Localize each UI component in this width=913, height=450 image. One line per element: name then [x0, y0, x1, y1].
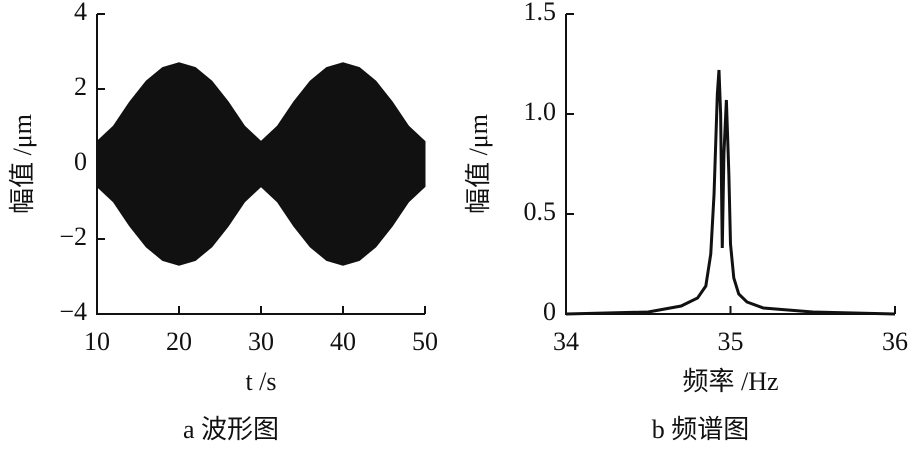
x-axis-label: 频率 /Hz	[682, 367, 778, 396]
x-tick-label: 20	[166, 327, 192, 356]
y-tick-label: 0	[74, 147, 87, 176]
x-tick-label: 35	[718, 327, 744, 356]
caption: b 频谱图	[652, 415, 750, 444]
y-tick-label: −2	[59, 222, 87, 251]
y-tick-label: 1.5	[524, 0, 557, 26]
y-axis-label: 幅值 /μm	[8, 114, 37, 214]
y-axis-label: 幅值 /μm	[464, 114, 493, 214]
x-tick-label: 36	[882, 327, 908, 356]
x-axis-label: t /s	[245, 367, 276, 396]
x-tick-label: 34	[553, 327, 579, 356]
area	[96, 62, 426, 165]
y-tick-label: 1.0	[524, 97, 557, 126]
y-tick-label: 4	[74, 0, 87, 26]
y-tick-label: −4	[59, 297, 87, 326]
y-tick-label: 0.5	[524, 197, 557, 226]
x-tick-label: 50	[412, 327, 438, 356]
caption: a 波形图	[183, 415, 279, 444]
y-tick-label: 2	[74, 72, 87, 101]
y-tick-label: 0	[543, 297, 556, 326]
x-tick-label: 30	[248, 327, 274, 356]
x-tick-label: 10	[84, 327, 110, 356]
line	[565, 69, 896, 316]
area	[96, 163, 426, 266]
x-tick-label: 40	[330, 327, 356, 356]
axis	[565, 14, 895, 315]
